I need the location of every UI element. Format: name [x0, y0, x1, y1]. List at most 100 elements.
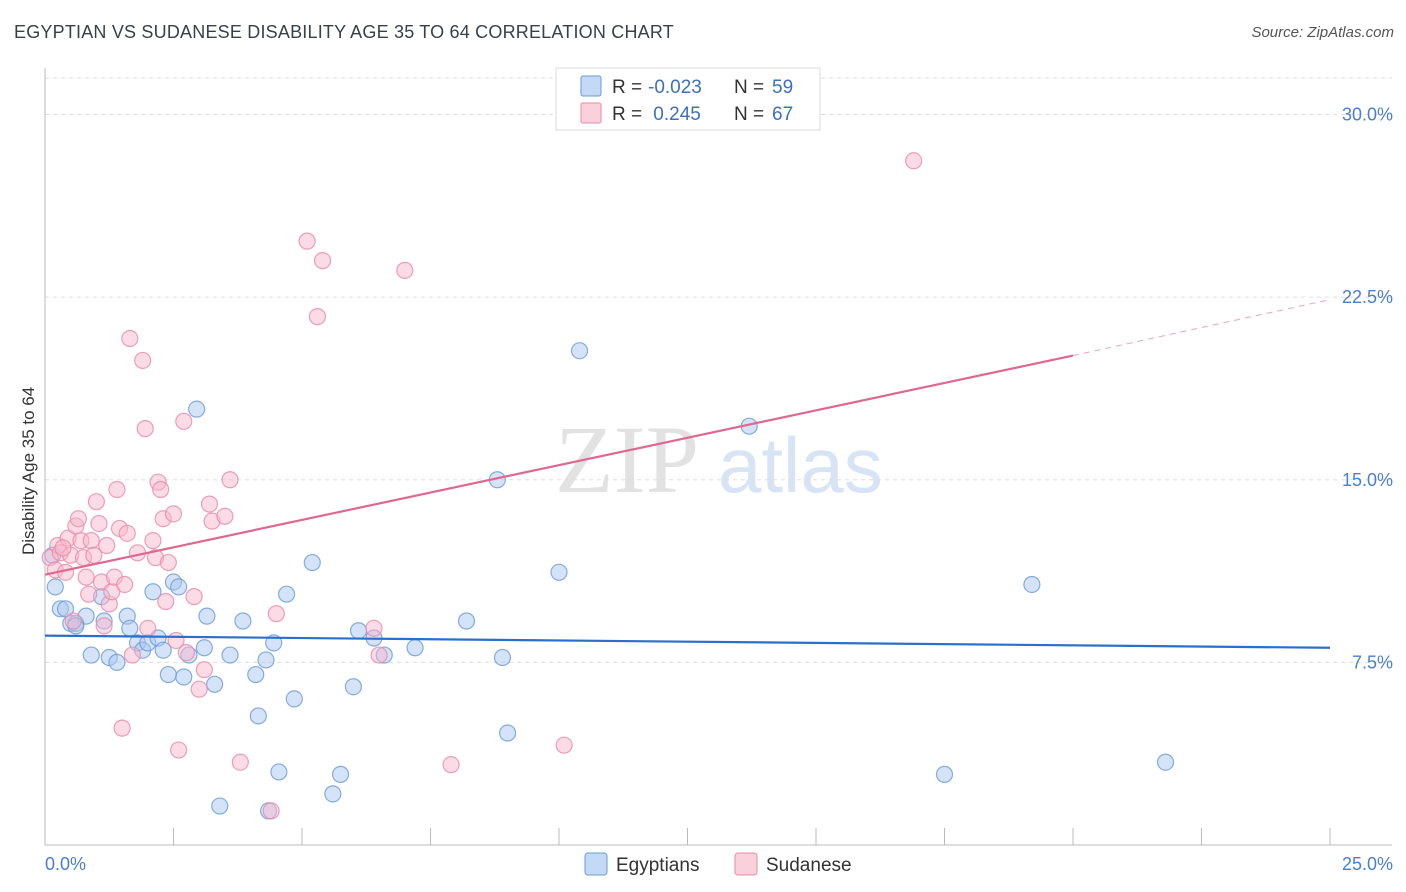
- sudanese-point: [190, 680, 208, 698]
- egyptians-point: [457, 612, 476, 630]
- egyptians-point: [285, 690, 303, 708]
- grid-lines: [45, 77, 1392, 663]
- egyptians-point: [198, 607, 216, 625]
- sudanese-point: [121, 329, 139, 348]
- sudanese-point: [80, 585, 98, 603]
- egyptians-point: [324, 785, 342, 803]
- egyptians-point: [277, 585, 296, 603]
- legend-r-label-egyptians: R =: [612, 77, 642, 98]
- axes: [44, 68, 1392, 846]
- sudanese-point: [170, 741, 188, 759]
- sudanese-point: [177, 644, 195, 662]
- sudanese-point: [157, 592, 175, 611]
- sudanese-point: [144, 532, 162, 550]
- sudanese-point: [185, 588, 203, 606]
- sudanese-point: [136, 420, 154, 438]
- sudanese-point: [175, 412, 193, 430]
- sudanese-point: [164, 505, 183, 523]
- sudanese-point: [308, 308, 327, 326]
- sudanese-point: [95, 617, 113, 635]
- egyptians-point: [493, 648, 512, 667]
- egyptians-point: [175, 668, 193, 686]
- data-points: [41, 152, 1175, 820]
- y-tick-labels: 7.5% 15.0% 22.5% 30.0%: [1342, 105, 1393, 673]
- egyptians-point: [247, 665, 265, 684]
- sudanese-point: [313, 252, 332, 270]
- egyptians-point: [234, 612, 252, 630]
- sudanese-trend-line: [44, 354, 1074, 576]
- egyptians-point: [406, 639, 424, 657]
- bottom-legend-sudanese: Sudanese: [766, 855, 852, 876]
- sudanese-point: [262, 802, 280, 820]
- sudanese-point: [396, 261, 414, 279]
- egyptians-point: [1156, 753, 1175, 771]
- y-tick-label: 30.0%: [1342, 105, 1393, 125]
- egyptians-point: [188, 400, 206, 418]
- x-tick-label-max: 25.0%: [1342, 854, 1393, 874]
- bottom-legend-swatch-sudanese: [734, 852, 758, 876]
- sudanese-point: [555, 736, 573, 754]
- legend-n-value-egyptians: 59: [772, 77, 793, 98]
- legend-n-label-sudanese: N =: [734, 104, 764, 125]
- sudanese-point: [905, 152, 923, 170]
- y-tick-label: 15.0%: [1342, 470, 1393, 490]
- egyptians-point: [195, 639, 213, 657]
- egyptians-point: [570, 342, 589, 360]
- egyptians-point: [108, 653, 126, 671]
- x-tick-labels: 0.0% 25.0%: [45, 854, 1393, 874]
- egyptians-point: [170, 578, 188, 596]
- sudanese-point: [200, 495, 219, 513]
- legend-swatch-egyptians: [580, 75, 602, 97]
- legend-r-label-sudanese: R =: [612, 104, 642, 125]
- watermark-atlas: atlas: [718, 421, 883, 509]
- egyptians-point: [1023, 575, 1041, 594]
- sudanese-point: [267, 605, 285, 623]
- sudanese-point: [123, 646, 141, 664]
- sudanese-point: [108, 480, 126, 499]
- sudanese-point: [77, 568, 95, 586]
- watermark-zip: ZIP: [555, 406, 699, 513]
- egyptians-point: [550, 563, 568, 581]
- y-tick-label: 22.5%: [1342, 287, 1393, 307]
- x-tick-label-min: 0.0%: [45, 854, 86, 874]
- egyptians-point: [154, 641, 172, 659]
- sudanese-point: [134, 351, 152, 370]
- sudanese-point: [69, 510, 88, 528]
- sudanese-point: [442, 756, 460, 774]
- sudanese-point: [221, 471, 239, 489]
- legend-n-value-sudanese: 67: [772, 104, 793, 125]
- sudanese-point: [98, 536, 116, 555]
- sudanese-point: [113, 719, 131, 737]
- sudanese-point: [82, 532, 100, 550]
- correlation-legend: R = -0.023 N = 59 R = 0.245 N = 67: [555, 67, 821, 131]
- egyptians-point: [206, 675, 224, 693]
- trend-lines: [44, 299, 1331, 649]
- sudanese-point: [139, 619, 157, 637]
- egyptians-point: [211, 797, 229, 815]
- y-tick-label: 7.5%: [1352, 652, 1393, 672]
- sudanese-point: [116, 575, 134, 594]
- egyptians-point: [82, 646, 100, 664]
- legend-r-value-sudanese: 0.245: [648, 104, 701, 125]
- sudanese-point: [118, 524, 136, 542]
- sudanese-point: [54, 539, 72, 557]
- egyptians-point: [349, 622, 368, 640]
- sudanese-point: [90, 514, 108, 533]
- legend-swatch-sudanese: [580, 102, 602, 124]
- source-attribution: Source: ZipAtlas.com: [1251, 24, 1394, 41]
- egyptians-point: [331, 765, 350, 783]
- sudanese-point: [216, 507, 234, 525]
- y-axis-label: Disability Age 35 to 64: [19, 387, 38, 555]
- sudanese-trend-extension: [1072, 299, 1331, 357]
- sudanese-point: [152, 480, 170, 499]
- sudanese-point: [64, 612, 82, 630]
- legend-r-value-egyptians: -0.023: [648, 77, 702, 98]
- egyptians-point: [221, 646, 239, 664]
- sudanese-point: [365, 619, 383, 637]
- sudanese-point: [159, 553, 177, 572]
- egyptians-point: [344, 678, 362, 696]
- egyptians-point: [144, 583, 162, 601]
- egyptians-point: [270, 763, 288, 781]
- sudanese-point: [195, 661, 213, 679]
- egyptians-point: [249, 707, 267, 725]
